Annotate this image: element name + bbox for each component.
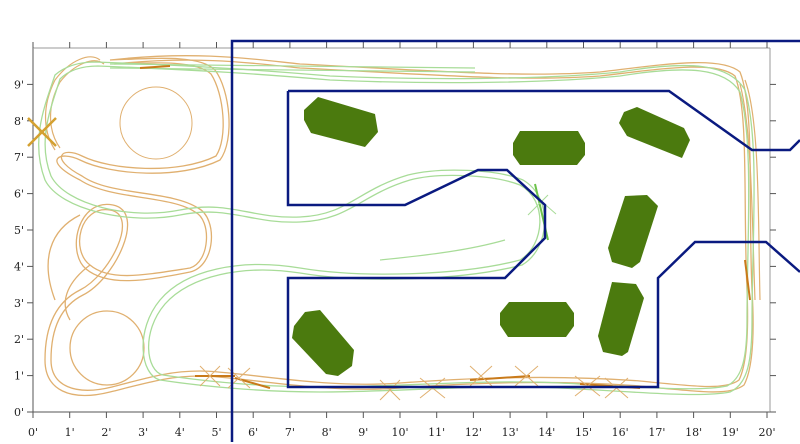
outer-wall bbox=[230, 39, 800, 442]
scenery-block-6 bbox=[500, 302, 574, 337]
scenery-block-7 bbox=[292, 310, 354, 376]
y-tick-label: 0' bbox=[14, 406, 24, 419]
lower-track-loop-turnback-left bbox=[47, 214, 145, 386]
scenery-block-2 bbox=[513, 131, 585, 165]
y-tick-label: 6' bbox=[14, 188, 24, 201]
x-tick-label: 5' bbox=[211, 426, 221, 439]
y-axis-ticks: 0' 1' 2' 3' 4' 5' 6' 7' 8' 9' bbox=[14, 78, 776, 419]
x-tick-label: 2' bbox=[101, 426, 111, 439]
x-tick-label: 16' bbox=[612, 426, 629, 439]
x-tick-label: 12' bbox=[465, 426, 482, 439]
x-tick-label: 11' bbox=[428, 426, 445, 439]
x-tick-label: 6' bbox=[248, 426, 258, 439]
x-tick-label: 10' bbox=[391, 426, 408, 439]
x-tick-label: 3' bbox=[138, 426, 148, 439]
lower-track-outer-loop bbox=[44, 55, 754, 397]
y-tick-label: 1' bbox=[14, 370, 24, 383]
x-tick-label: 13' bbox=[502, 426, 519, 439]
x-tick-label: 4' bbox=[175, 426, 185, 439]
x-tick-label: 15' bbox=[575, 426, 592, 439]
x-tick-label: 17' bbox=[648, 426, 665, 439]
room-walls bbox=[230, 39, 800, 442]
y-tick-label: 7' bbox=[14, 151, 24, 164]
y-tick-label: 2' bbox=[14, 333, 24, 346]
x-tick-label: 8' bbox=[322, 426, 332, 439]
crossing-x-marker bbox=[27, 117, 57, 147]
y-tick-label: 5' bbox=[14, 224, 24, 237]
scenery-block-1 bbox=[304, 97, 378, 147]
x-tick-label: 19' bbox=[722, 426, 739, 439]
x-tick-label: 1' bbox=[65, 426, 75, 439]
y-tick-label: 8' bbox=[14, 115, 24, 128]
aisle-wall bbox=[288, 89, 800, 152]
x-axis-ticks: 0' 1' 2' 3' 4' 5' 6' 7' 8' 9' 10' 11' 12' 13' 14' 15' 16… bbox=[28, 42, 776, 439]
scenery-block-3 bbox=[619, 107, 690, 158]
scenery-blocks bbox=[292, 97, 690, 376]
aisle-wall-lower bbox=[286, 91, 800, 389]
x-tick-label: 0' bbox=[28, 426, 38, 439]
x-tick-label: 7' bbox=[285, 426, 295, 439]
y-tick-label: 4' bbox=[14, 260, 24, 273]
y-tick-label: 9' bbox=[14, 78, 24, 91]
scenery-block-5 bbox=[598, 282, 644, 356]
x-tick-label: 18' bbox=[685, 426, 702, 439]
x-tick-label: 14' bbox=[538, 426, 555, 439]
x-tick-label: 20' bbox=[758, 426, 775, 439]
lower-level-track bbox=[44, 55, 761, 397]
y-tick-label: 3' bbox=[14, 297, 24, 310]
x-tick-label: 9' bbox=[358, 426, 368, 439]
scenery-block-4 bbox=[608, 195, 658, 268]
lower-track-turntable-upper bbox=[119, 86, 193, 160]
